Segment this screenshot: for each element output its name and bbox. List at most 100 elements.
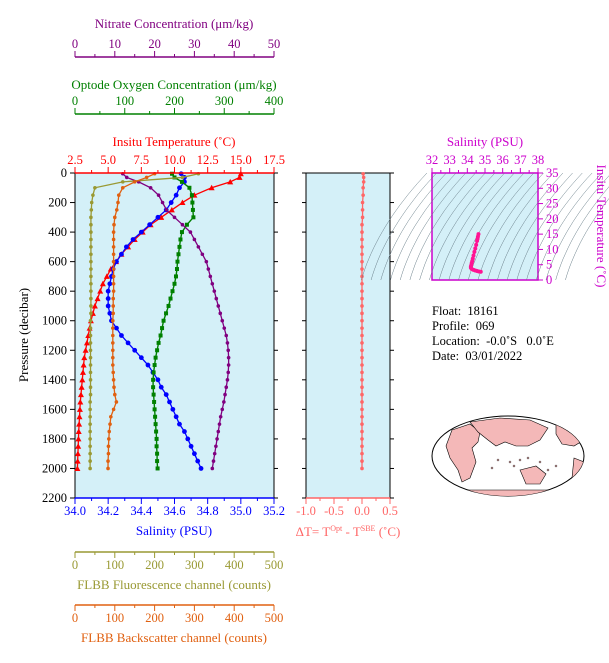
axis-tick-label: 5.0 [100,153,116,167]
delta-t-tick-label: 0.0 [354,504,370,518]
salinity-point [105,296,111,301]
oxygen-point [156,340,161,345]
nitrate-point [224,333,229,338]
delta-t-point [361,171,365,176]
delta-t-point [360,466,364,471]
backscatter-point [111,237,116,242]
axis-tick-label: 200 [145,611,164,625]
temperature-point [74,465,81,471]
salinity-point [177,421,182,427]
axis-tick-label: 500 [265,558,284,572]
oxygen-point [164,311,169,316]
delta-t-tick-label: 0.5 [382,504,398,518]
backscatter-point [111,289,116,293]
axis-tick-label: 15.0 [230,153,252,167]
oxygen-point [189,193,194,198]
salinity-point [185,436,191,442]
delta-t-point [361,175,366,180]
oxygen-point [154,444,159,449]
salinity-axis: 34.0 34.2 34.4 34.6 34.8 35.0 35.2 Salinity (P… [64,497,285,538]
delta-t-point [360,333,364,338]
ts-contour [399,172,466,281]
delta-t-point [360,414,364,419]
oxygen-point [179,230,184,235]
axis-tick-label: 400 [265,94,284,108]
ts-point [473,246,478,251]
pressure-axis-label: Pressure (decibar) [16,288,31,382]
nitrate-point [156,193,161,197]
oxygen-axis-label: Optode Oxygen Concentration (μm/kg) [71,77,276,92]
ts-ytick-label: 25 [546,197,559,211]
ts-contour [487,172,554,281]
salinity-point [198,466,204,471]
fluorescence-point [89,259,93,264]
backscatter-point [113,215,117,220]
temperature-axis-label: Insitu Temperature (˚C) [112,134,235,149]
salinity-point [178,171,184,177]
axis-tick-label: 300 [185,558,204,572]
delta-t-point [360,252,364,257]
temperature-point [75,443,82,449]
nitrate-point [196,245,201,249]
map-island-dot [490,466,494,470]
map-island-dot [538,460,542,464]
axis-tick-label: 34.2 [97,504,119,518]
backscatter-point [116,193,121,197]
fluorescence-point [89,222,93,227]
float-row: Float: 18161 [432,304,554,319]
pressure-tick-label: 0 [61,166,67,180]
fluorescence-point [88,341,93,345]
delta-t-point [360,370,364,375]
temperature-point [179,199,186,206]
ts-contour [409,172,476,281]
temperature-point [78,384,85,390]
fluorescence-point [88,466,92,471]
fluorescence-point [91,193,95,197]
backscatter-point [111,274,116,279]
nitrate-point [216,304,221,308]
temperature-point [74,450,81,457]
world-map [431,415,585,497]
salinity-point [147,222,153,228]
backscatter-series [106,171,157,471]
ts-point [474,242,479,247]
fluorescence-point [93,185,97,190]
axis-tick-label: 100 [105,611,124,625]
fluorescence-point [89,304,93,308]
temperature-point [94,295,101,302]
backscatter-point [111,259,116,264]
float-label: Float: [432,304,462,318]
pressure-tick-label: 2200 [42,491,67,505]
fluorescence-point [89,200,94,205]
salinity-point [173,192,179,198]
fluorescence-point [88,429,92,434]
delta-t-point [360,400,364,404]
temperature-point [75,435,82,442]
ts-xtick-label: 34 [461,153,474,167]
delta-t-point [360,318,364,323]
nitrate-point [210,466,215,471]
axis-tick-label: 17.5 [263,153,285,167]
oxygen-point [160,326,165,331]
axis-tick-label: 0 [72,611,78,625]
backscatter-point [111,230,116,234]
nitrate-point [211,459,216,463]
oxygen-point [187,185,192,190]
pressure-tick-label: 1800 [42,432,67,446]
backscatter-point [111,407,116,412]
axis-tick-label: 10.0 [164,153,186,167]
salinity-point [105,288,111,294]
axis-tick-label: 500 [265,611,284,625]
profile-value: 069 [475,319,495,333]
fluorescence-point [89,215,93,220]
axis-tick-label: 35.2 [263,504,285,518]
backscatter-point [111,245,116,249]
backscatter-point [111,348,115,353]
salinity-point [167,399,172,405]
nitrate-point [222,326,227,330]
temperature-point [76,413,83,420]
fluorescence-series [88,171,201,471]
date-value: 03/01/2022 [465,349,523,363]
ts-contour [361,172,428,281]
fluorescence-point [88,392,93,397]
